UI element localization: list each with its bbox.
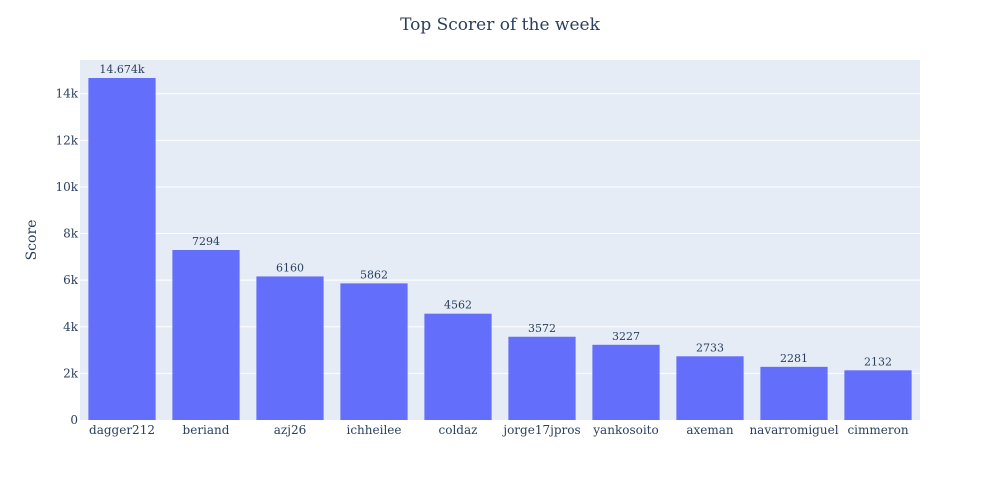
x-tick-label: azj26 [274,423,306,437]
bars [88,78,912,421]
y-axis-title: Score [24,220,40,261]
y-tick-label: 12k [55,133,78,147]
bar-value-label: 3227 [612,330,640,343]
y-tick-label: 6k [63,273,79,287]
y-tick-label: 10k [55,180,78,194]
x-tick-label: yankosoito [592,423,658,437]
bar-azj26 [256,276,324,420]
bar-axeman [676,356,744,420]
y-tick-label: 0 [70,413,78,427]
bar-value-label: 2132 [864,355,892,368]
x-tick-label: cimmeron [847,423,908,437]
y-tick-label: 2k [63,366,79,380]
x-axis-ticks: dagger212 beriand azj26 ichheilee coldaz jorg… [89,423,909,437]
bar-value-labels: 14.674k 7294 6160 5862 4562 3572 3227 2733 2281 2… [99,63,892,368]
bar-yankosoito [592,344,660,420]
bar-ichheilee [340,283,408,420]
chart-title: Top Scorer of the week [400,15,601,35]
x-tick-label: coldaz [439,423,478,437]
x-tick-label: beriand [183,423,230,437]
x-tick-label: navarromiguel [749,423,838,437]
bar-beriand [172,250,240,420]
bar-value-label: 5862 [360,268,388,281]
bar-value-label: 7294 [192,235,220,248]
x-tick-label: ichheilee [347,423,402,437]
bar-navarromiguel [760,366,828,420]
x-tick-label: dagger212 [89,423,155,437]
y-axis-ticks: 0 2k 4k 6k 8k 10k 12k 14k [55,87,78,427]
bar-jorge17jpros [508,336,576,420]
bar-dagger212 [88,78,156,421]
y-tick-label: 8k [63,227,79,241]
bar-coldaz [424,313,492,420]
bar-value-label: 14.674k [99,63,144,76]
x-tick-label: jorge17jpros [501,423,580,437]
bar-value-label: 3572 [528,322,556,335]
bar-cimmeron [844,370,912,420]
y-tick-label: 4k [63,320,79,334]
bar-value-label: 4562 [444,299,472,312]
y-tick-label: 14k [55,87,78,101]
bar-value-label: 2733 [696,341,724,354]
x-tick-label: axeman [686,423,734,437]
bar-value-label: 6160 [276,261,304,274]
bar-value-label: 2281 [780,352,808,365]
